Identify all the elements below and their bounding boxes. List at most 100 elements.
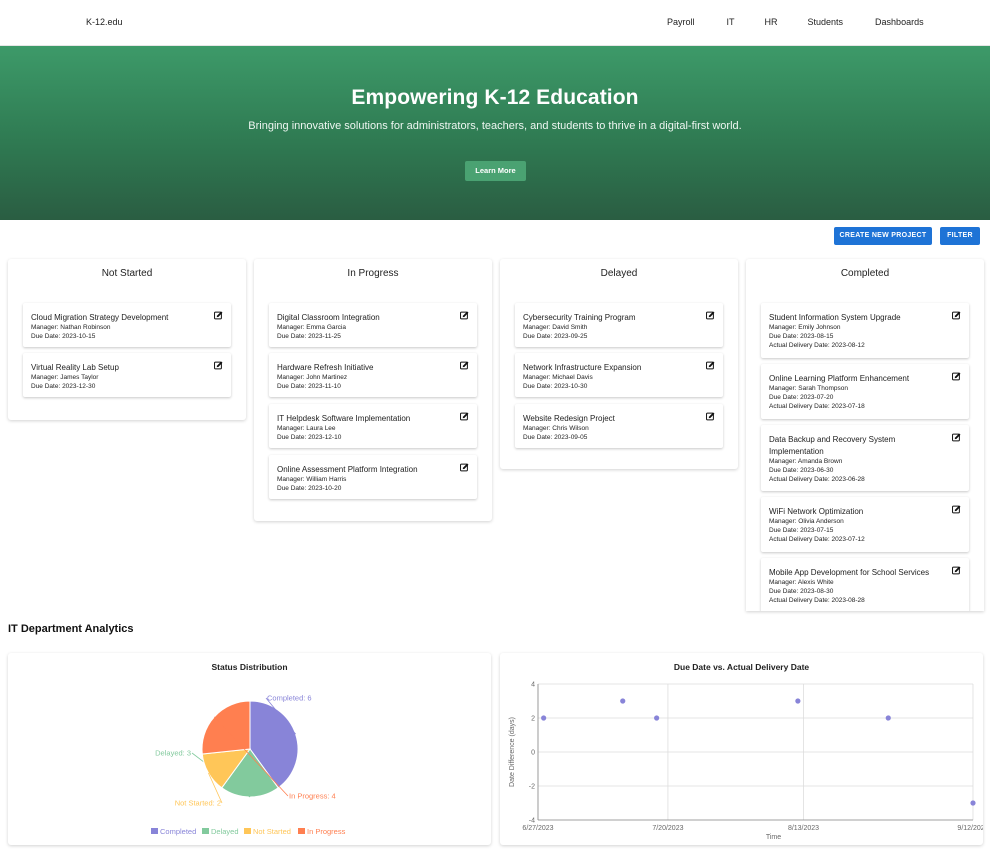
project-title: Student Information System Upgrade — [769, 313, 901, 322]
edit-icon[interactable] — [706, 412, 715, 421]
edit-icon[interactable] — [952, 505, 961, 514]
project-card[interactable]: Website Redesign Project Manager: Chris … — [515, 404, 723, 448]
delivery-date-panel: Due Date vs. Actual Delivery Date -4 -2 0 2… — [500, 653, 983, 845]
project-card[interactable]: Online Assessment Platform Integration M… — [269, 455, 477, 499]
pie-data-label: In Progress: 4 — [289, 792, 336, 801]
pie-data-label: Not Started: 2 — [175, 799, 221, 808]
project-manager: Manager: Chris Wilson — [523, 425, 589, 432]
project-actual-date: Actual Delivery Date: 2023-07-12 — [769, 536, 865, 543]
create-new-project-button[interactable]: CREATE NEW PROJECT — [834, 227, 932, 245]
edit-icon[interactable] — [214, 361, 223, 370]
project-actual-date: Actual Delivery Date: 2023-06-28 — [769, 476, 865, 483]
nav-links: Payroll IT HR Students Dashboards — [667, 17, 924, 27]
project-manager: Manager: Emily Johnson — [769, 324, 841, 331]
legend-swatch — [244, 828, 251, 834]
project-title: Online Learning Platform Enhancement — [769, 374, 910, 383]
project-card[interactable]: WiFi Network Optimization Manager: Olivi… — [761, 497, 969, 552]
project-card[interactable]: Network Infrastructure Expansion Manager… — [515, 353, 723, 397]
project-title: WiFi Network Optimization — [769, 507, 864, 516]
edit-icon[interactable] — [460, 463, 469, 472]
column-in-progress: In Progress Digital Classroom Integratio… — [254, 259, 492, 521]
scatter-point[interactable] — [620, 698, 626, 704]
legend-item-in-progress[interactable]: In Progress — [307, 827, 346, 836]
project-title: Mobile App Development for School Servic… — [769, 568, 930, 577]
project-manager: Manager: John Martinez — [277, 374, 348, 381]
x-tick-label: 6/27/2023 — [522, 825, 553, 832]
nav-link-payroll[interactable]: Payroll — [667, 17, 695, 27]
scatter-point[interactable] — [885, 715, 891, 721]
project-card[interactable]: Online Learning Platform Enhancement Man… — [761, 364, 969, 419]
project-card[interactable]: IT Helpdesk Software Implementation Mana… — [269, 404, 477, 448]
pie-slice-in-progress[interactable] — [201, 700, 251, 755]
nav-link-students[interactable]: Students — [807, 17, 844, 27]
project-manager: Manager: Nathan Robinson — [31, 324, 111, 331]
edit-icon[interactable] — [706, 361, 715, 370]
column-completed[interactable]: Completed Student Information System Upg… — [746, 259, 984, 611]
scatter-point[interactable] — [795, 698, 801, 704]
project-manager: Manager: William Harris — [277, 476, 347, 483]
project-card[interactable]: Mobile App Development for School Servic… — [761, 558, 969, 611]
project-actual-date: Actual Delivery Date: 2023-08-12 — [769, 342, 865, 349]
x-tick-label: 8/13/2023 — [788, 825, 819, 832]
pie-leader-line — [208, 772, 223, 804]
x-tick-label: 7/20/2023 — [652, 825, 683, 832]
y-tick-label: 2 — [531, 716, 535, 723]
scatter-point[interactable] — [541, 715, 547, 721]
project-title: IT Helpdesk Software Implementation — [277, 414, 411, 423]
project-due-date: Due Date: 2023-12-10 — [277, 434, 342, 441]
project-manager: Manager: David Smith — [523, 324, 588, 331]
pie-data-label: Delayed: 3 — [155, 749, 191, 758]
edit-icon[interactable] — [952, 433, 961, 442]
scatter-point[interactable] — [970, 800, 976, 806]
filter-button[interactable]: FILTER — [940, 227, 980, 245]
project-card[interactable]: Hardware Refresh Initiative Manager: Joh… — [269, 353, 477, 397]
learn-more-button[interactable]: Learn More — [465, 161, 526, 181]
pie-leader-line — [214, 716, 289, 797]
legend-item-delayed[interactable]: Delayed — [211, 827, 239, 836]
scatter-point[interactable] — [654, 715, 660, 721]
hero-subtitle: Bringing innovative solutions for admini… — [248, 120, 742, 132]
project-title: Virtual Reality Lab Setup — [31, 363, 119, 372]
edit-icon[interactable] — [214, 311, 223, 320]
nav-link-it[interactable]: IT — [726, 17, 735, 27]
edit-icon[interactable] — [460, 361, 469, 370]
project-title: Cybersecurity Training Program — [523, 313, 636, 322]
project-due-date: Due Date: 2023-10-15 — [31, 333, 96, 340]
project-card[interactable]: Virtual Reality Lab Setup Manager: James… — [23, 353, 231, 397]
hero-title: Empowering K-12 Education — [351, 86, 639, 109]
column-not-started: Not Started Cloud Migration Strategy Dev… — [8, 259, 246, 420]
project-due-date: Due Date: 2023-10-30 — [523, 383, 588, 390]
project-title: Website Redesign Project — [523, 414, 615, 423]
project-card[interactable]: Cybersecurity Training Program Manager: … — [515, 303, 723, 347]
y-tick-label: -2 — [529, 784, 535, 791]
legend-item-completed[interactable]: Completed — [160, 827, 196, 836]
pie-chart-title: Status Distribution — [211, 662, 288, 672]
nav-link-dashboards[interactable]: Dashboards — [875, 17, 924, 27]
project-manager: Manager: Laura Lee — [277, 425, 336, 432]
edit-icon[interactable] — [952, 311, 961, 320]
project-due-date: Due Date: 2023-09-25 — [523, 333, 588, 340]
legend-item-not-started[interactable]: Not Started — [253, 827, 291, 836]
edit-icon[interactable] — [460, 311, 469, 320]
project-due-date: Due Date: 2023-11-10 — [277, 383, 341, 390]
nav-link-hr[interactable]: HR — [764, 17, 778, 27]
pie-leader-line — [265, 697, 296, 735]
scatter-chart-title: Due Date vs. Actual Delivery Date — [673, 662, 810, 672]
edit-icon[interactable] — [952, 566, 961, 575]
project-title: Cloud Migration Strategy Development — [31, 313, 169, 322]
scatter-chart: -4 -2 0 2 4 6/27/2023 7/20/2023 8/13/2023 9/12/2… — [509, 682, 983, 842]
edit-icon[interactable] — [706, 311, 715, 320]
project-manager: Manager: Emma Garcia — [277, 324, 346, 331]
project-actual-date: Actual Delivery Date: 2023-08-28 — [769, 597, 865, 604]
edit-icon[interactable] — [460, 412, 469, 421]
top-nav: K-12.edu Payroll IT HR Students Dashboar… — [0, 0, 990, 46]
project-card[interactable]: Cloud Migration Strategy Development Man… — [23, 303, 231, 347]
y-tick-label: -4 — [529, 818, 535, 825]
project-card[interactable]: Student Information System Upgrade Manag… — [761, 303, 969, 358]
edit-icon[interactable] — [952, 372, 961, 381]
column-title: In Progress — [347, 268, 399, 279]
brand-logo[interactable]: K-12.edu — [86, 17, 123, 27]
project-card[interactable]: Digital Classroom Integration Manager: E… — [269, 303, 477, 347]
project-due-date: Due Date: 2023-11-25 — [277, 333, 341, 340]
project-card[interactable]: Data Backup and Recovery System Implemen… — [761, 425, 969, 491]
